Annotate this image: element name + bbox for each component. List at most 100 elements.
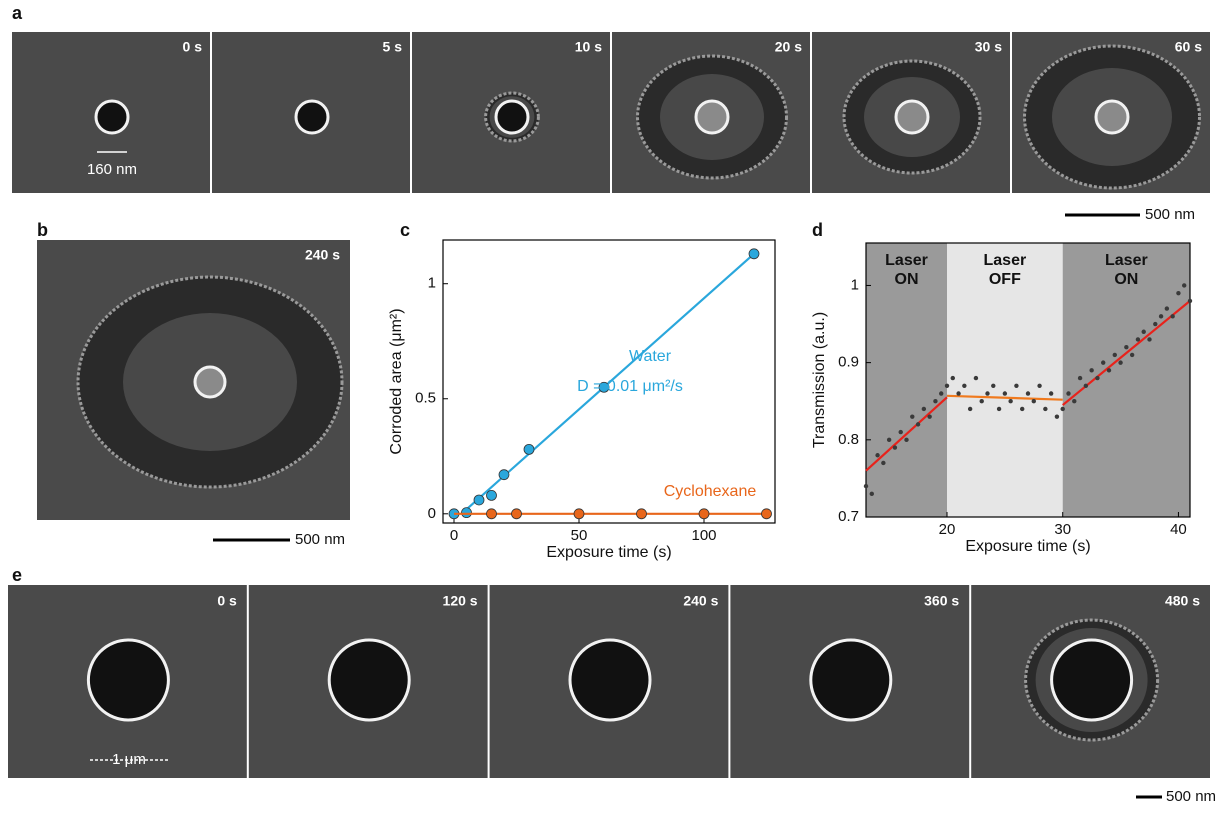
point	[973, 375, 979, 381]
hole	[894, 99, 930, 135]
hole	[694, 99, 730, 135]
time-stamp: 360 s	[924, 593, 959, 609]
x-tick-label: 30	[1054, 521, 1071, 538]
point	[1089, 368, 1094, 373]
time-stamp: 60 s	[1175, 39, 1202, 55]
point	[1176, 290, 1181, 296]
annotation: D = 0.01 μm²/s	[577, 378, 683, 395]
point	[1020, 406, 1025, 412]
region	[866, 243, 947, 517]
point	[1135, 337, 1141, 342]
x-axis-title: Exposure time (s)	[546, 544, 671, 561]
point	[991, 383, 996, 388]
series-label: Water	[629, 348, 672, 365]
point	[863, 483, 869, 489]
point	[1031, 399, 1036, 404]
hole	[1094, 99, 1130, 135]
hole	[94, 99, 130, 135]
time-stamp: 240 s	[305, 247, 340, 263]
point	[1043, 406, 1048, 412]
y-tick-label: 1	[851, 276, 859, 293]
point	[881, 460, 886, 466]
point	[996, 406, 1002, 412]
point	[636, 508, 647, 520]
y-axis-title: Corroded area (μm²)	[388, 308, 405, 454]
point	[1101, 360, 1106, 365]
point	[904, 437, 909, 443]
point	[1072, 399, 1077, 404]
point	[1095, 375, 1100, 381]
time-stamp: 10 s	[575, 39, 602, 55]
y-tick-label: 0	[428, 505, 436, 522]
hole	[294, 99, 330, 135]
point	[956, 391, 961, 396]
time-stamp: 240 s	[683, 593, 718, 609]
point	[886, 437, 892, 443]
point	[1083, 383, 1089, 388]
fit-line	[865, 396, 948, 472]
point	[498, 469, 510, 481]
time-stamp: 0 s	[183, 39, 203, 55]
scale-label: 500 nm	[1145, 206, 1195, 223]
point	[748, 248, 760, 260]
hole	[193, 365, 227, 399]
x-tick-label: 0	[450, 527, 458, 544]
hole	[494, 99, 530, 135]
hole	[568, 638, 652, 722]
point	[511, 508, 522, 520]
hole	[327, 638, 411, 722]
point	[1158, 314, 1164, 319]
point	[1077, 375, 1083, 381]
hole	[1050, 638, 1134, 722]
point	[1002, 391, 1008, 396]
point	[985, 391, 990, 396]
dimension-label: 1 μm	[112, 751, 146, 768]
scale-label: 500 nm	[295, 531, 345, 548]
point	[473, 494, 485, 506]
point	[1054, 414, 1060, 419]
point	[933, 399, 938, 404]
point	[1025, 391, 1031, 396]
x-axis-title: Exposure time (s)	[965, 538, 1090, 555]
region	[1062, 243, 1190, 517]
point	[761, 508, 772, 520]
y-tick-label: 0.9	[838, 354, 859, 371]
time-stamp: 480 s	[1165, 593, 1200, 609]
region-label: Laser	[885, 252, 928, 269]
plot-frame	[865, 242, 1191, 518]
y-tick-label: 0.5	[415, 390, 436, 407]
point	[892, 445, 898, 450]
panel-letter: a	[12, 3, 23, 23]
point	[1124, 344, 1129, 350]
point	[486, 508, 497, 520]
scale-label: 500 nm	[1166, 788, 1216, 805]
panel-letter: c	[400, 220, 410, 240]
panel-letter: b	[37, 220, 48, 240]
point	[869, 491, 874, 497]
hole	[809, 638, 893, 722]
point	[1118, 360, 1123, 365]
point	[1112, 352, 1117, 358]
time-stamp: 20 s	[775, 39, 802, 55]
point	[1106, 368, 1112, 373]
point	[1008, 399, 1013, 404]
point	[962, 383, 967, 388]
point	[1182, 283, 1187, 288]
point	[921, 406, 927, 412]
x-tick-label: 40	[1170, 521, 1187, 538]
point	[950, 375, 955, 381]
point	[939, 391, 944, 396]
point	[875, 453, 880, 458]
point	[573, 508, 585, 520]
point	[927, 414, 932, 419]
point	[1153, 321, 1158, 327]
plot-frame	[442, 239, 776, 524]
fit-line	[1062, 300, 1191, 406]
region-label: ON	[895, 271, 919, 288]
point	[1170, 314, 1175, 319]
time-stamp: 5 s	[383, 39, 403, 55]
point	[898, 429, 903, 435]
region	[947, 243, 1063, 517]
time-stamp: 30 s	[975, 39, 1002, 55]
